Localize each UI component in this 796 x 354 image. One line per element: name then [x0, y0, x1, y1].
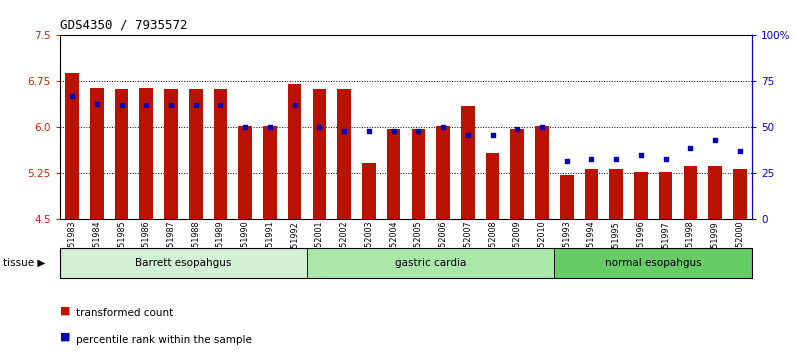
Point — [511, 126, 524, 132]
Point — [536, 125, 548, 130]
Bar — [90, 87, 103, 219]
Bar — [436, 126, 450, 219]
Point — [189, 103, 202, 108]
Bar — [65, 73, 79, 219]
Bar — [535, 126, 548, 219]
Point — [91, 101, 103, 106]
Bar — [659, 172, 673, 219]
Point — [610, 156, 622, 161]
Text: tissue ▶: tissue ▶ — [3, 258, 45, 268]
Text: transformed count: transformed count — [76, 308, 173, 318]
Text: ■: ■ — [60, 305, 70, 315]
Point — [66, 93, 79, 99]
Bar — [115, 89, 128, 219]
Bar — [412, 129, 425, 219]
Bar — [708, 166, 722, 219]
Bar — [486, 153, 499, 219]
Point — [165, 103, 178, 108]
Point — [659, 156, 672, 161]
Point — [585, 156, 598, 161]
Bar — [313, 90, 326, 219]
Text: percentile rank within the sample: percentile rank within the sample — [76, 335, 252, 345]
Point — [733, 149, 746, 154]
Bar — [189, 89, 202, 219]
Bar — [634, 172, 648, 219]
Bar — [362, 163, 376, 219]
Bar — [238, 126, 252, 219]
Text: ■: ■ — [60, 332, 70, 342]
Bar — [610, 169, 623, 219]
Text: Barrett esopahgus: Barrett esopahgus — [135, 258, 232, 268]
Point — [412, 128, 425, 134]
Bar — [263, 126, 277, 219]
Point — [387, 128, 400, 134]
Bar — [387, 129, 400, 219]
Point — [214, 103, 227, 108]
Point — [684, 145, 696, 150]
Point — [708, 137, 721, 143]
Bar — [288, 85, 302, 219]
Point — [239, 125, 252, 130]
Point — [313, 125, 326, 130]
Point — [338, 128, 350, 134]
Bar — [338, 90, 351, 219]
Point — [140, 103, 153, 108]
Point — [263, 125, 276, 130]
Text: normal esopahgus: normal esopahgus — [605, 258, 701, 268]
Point — [362, 128, 375, 134]
Bar — [139, 87, 153, 219]
Bar — [461, 106, 474, 219]
Bar — [510, 129, 524, 219]
Text: GDS4350 / 7935572: GDS4350 / 7935572 — [60, 19, 187, 32]
Point — [634, 152, 647, 158]
Point — [437, 125, 450, 130]
Point — [462, 132, 474, 138]
Bar — [560, 175, 574, 219]
Point — [560, 158, 573, 164]
Point — [288, 103, 301, 108]
Point — [115, 103, 128, 108]
Bar — [584, 169, 599, 219]
Bar — [733, 169, 747, 219]
Bar — [213, 89, 228, 219]
Bar — [684, 166, 697, 219]
Bar — [164, 90, 178, 219]
Point — [486, 132, 499, 138]
Text: gastric cardia: gastric cardia — [395, 258, 466, 268]
